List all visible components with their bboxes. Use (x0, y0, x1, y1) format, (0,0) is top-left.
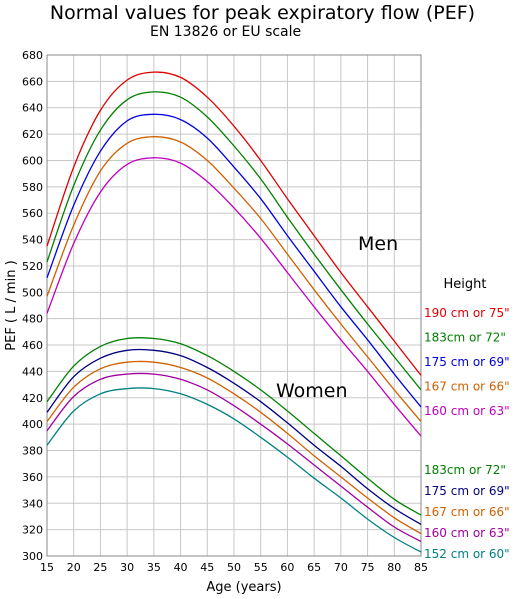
women-series-line (46, 336, 422, 516)
men-series-line (46, 113, 422, 408)
women-group-label: Women (276, 380, 348, 402)
y-tick-label: 640 (22, 102, 43, 115)
men-series-line (46, 136, 422, 422)
women-legend-entry: 183cm or 72" (424, 463, 506, 477)
women-legend-entry: 167 cm or 66" (424, 505, 510, 519)
y-tick-label: 620 (22, 128, 43, 141)
x-tick-label: 70 (334, 561, 348, 574)
men-legend-entry: 183cm or 72" (424, 331, 506, 345)
y-tick-label: 600 (22, 154, 43, 167)
y-tick-label: 500 (22, 286, 43, 299)
x-tick-label: 80 (387, 561, 401, 574)
men-series-line (46, 91, 422, 391)
y-tick-label: 420 (22, 392, 43, 405)
y-tick-label: 660 (22, 75, 43, 88)
men-group-label: Men (358, 233, 398, 255)
plot-frame (46, 54, 422, 557)
x-axis-label: Age (years) (206, 580, 281, 595)
women-series-line (46, 372, 422, 543)
women-legend-entry: 160 cm or 63" (424, 526, 510, 540)
y-tick-label: 340 (22, 497, 43, 510)
y-tick-label: 360 (22, 471, 43, 484)
y-tick-label: 300 (22, 550, 43, 563)
y-tick-label: 380 (22, 445, 43, 458)
women-series-line (46, 360, 422, 535)
y-tick-label: 460 (22, 339, 43, 352)
women-legend-entry: 175 cm or 69" (424, 484, 510, 498)
men-legend-entry: 175 cm or 69" (424, 355, 510, 369)
x-tick-label: 75 (361, 561, 375, 574)
y-tick-label: 540 (22, 234, 43, 247)
x-tick-label: 35 (147, 561, 161, 574)
x-tick-label: 30 (120, 561, 134, 574)
men-series-line (46, 157, 422, 437)
y-tick-label: 580 (22, 181, 43, 194)
chart-subtitle: EN 13826 or EU scale (150, 24, 302, 40)
x-tick-label: 50 (227, 561, 241, 574)
men-legend-entry: 160 cm or 63" (424, 404, 510, 418)
legend-title: Height (444, 277, 487, 292)
y-tick-label: 480 (22, 313, 43, 326)
women-legend-entry: 152 cm or 60" (424, 547, 510, 561)
x-tick-label: 20 (67, 561, 81, 574)
men-series-line (46, 71, 422, 376)
y-tick-label: 520 (22, 260, 43, 273)
x-tick-label: 40 (174, 561, 188, 574)
men-legend-entry: 167 cm or 66" (424, 380, 510, 394)
y-tick-label: 320 (22, 524, 43, 537)
x-tick-label: 25 (93, 561, 107, 574)
x-tick-label: 55 (254, 561, 268, 574)
women-series-line (46, 348, 422, 525)
men-legend-entry: 190 cm or 75" (424, 306, 510, 320)
x-tick-label: 45 (200, 561, 214, 574)
women-series-line (46, 387, 422, 553)
y-tick-label: 440 (22, 365, 43, 378)
y-tick-label: 680 (22, 49, 43, 62)
x-tick-label: 60 (280, 561, 294, 574)
x-tick-label: 65 (307, 561, 321, 574)
x-tick-label: 15 (40, 561, 54, 574)
x-tick-label: 85 (414, 561, 428, 574)
y-tick-label: 560 (22, 207, 43, 220)
y-axis-label: PEF ( L / min ) (4, 260, 19, 350)
y-tick-label: 400 (22, 418, 43, 431)
chart-title: Normal values for peak expiratory flow (… (49, 2, 476, 24)
